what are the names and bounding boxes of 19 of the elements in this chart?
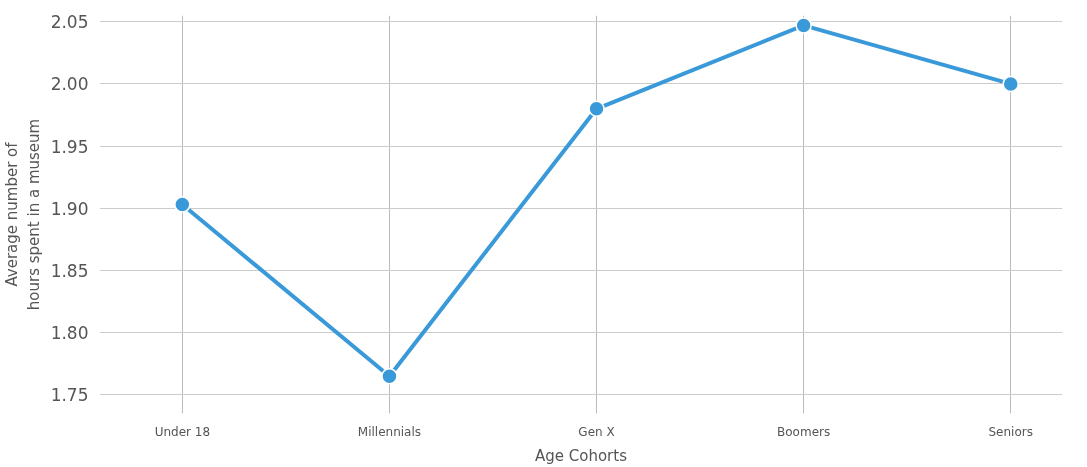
point xyxy=(381,367,398,385)
y-tick-label: 1.85 xyxy=(50,260,89,281)
point xyxy=(588,100,605,118)
point xyxy=(795,17,812,34)
x-tick-label: Under 18 xyxy=(154,424,211,439)
x-tick-label: Seniors xyxy=(988,424,1033,439)
y-tick-label: 1.95 xyxy=(50,136,89,157)
y-tick-label: 2.00 xyxy=(50,74,89,95)
point xyxy=(1002,75,1019,93)
y-tick-label: 1.75 xyxy=(50,385,89,406)
point xyxy=(174,196,191,213)
x-axis-title: Age Cohorts xyxy=(535,446,628,465)
y-axis-title: Average number of hours spent in a museum xyxy=(3,118,43,311)
y-tick-label: 1.80 xyxy=(50,323,89,344)
x-tick-label: Millennials xyxy=(357,424,422,439)
x-tick-label: Boomers xyxy=(777,424,831,439)
x-tick-label: Gen X xyxy=(578,424,615,439)
y-tick-label: 2.05 xyxy=(50,12,89,33)
y-tick-label: 1.90 xyxy=(50,198,89,219)
